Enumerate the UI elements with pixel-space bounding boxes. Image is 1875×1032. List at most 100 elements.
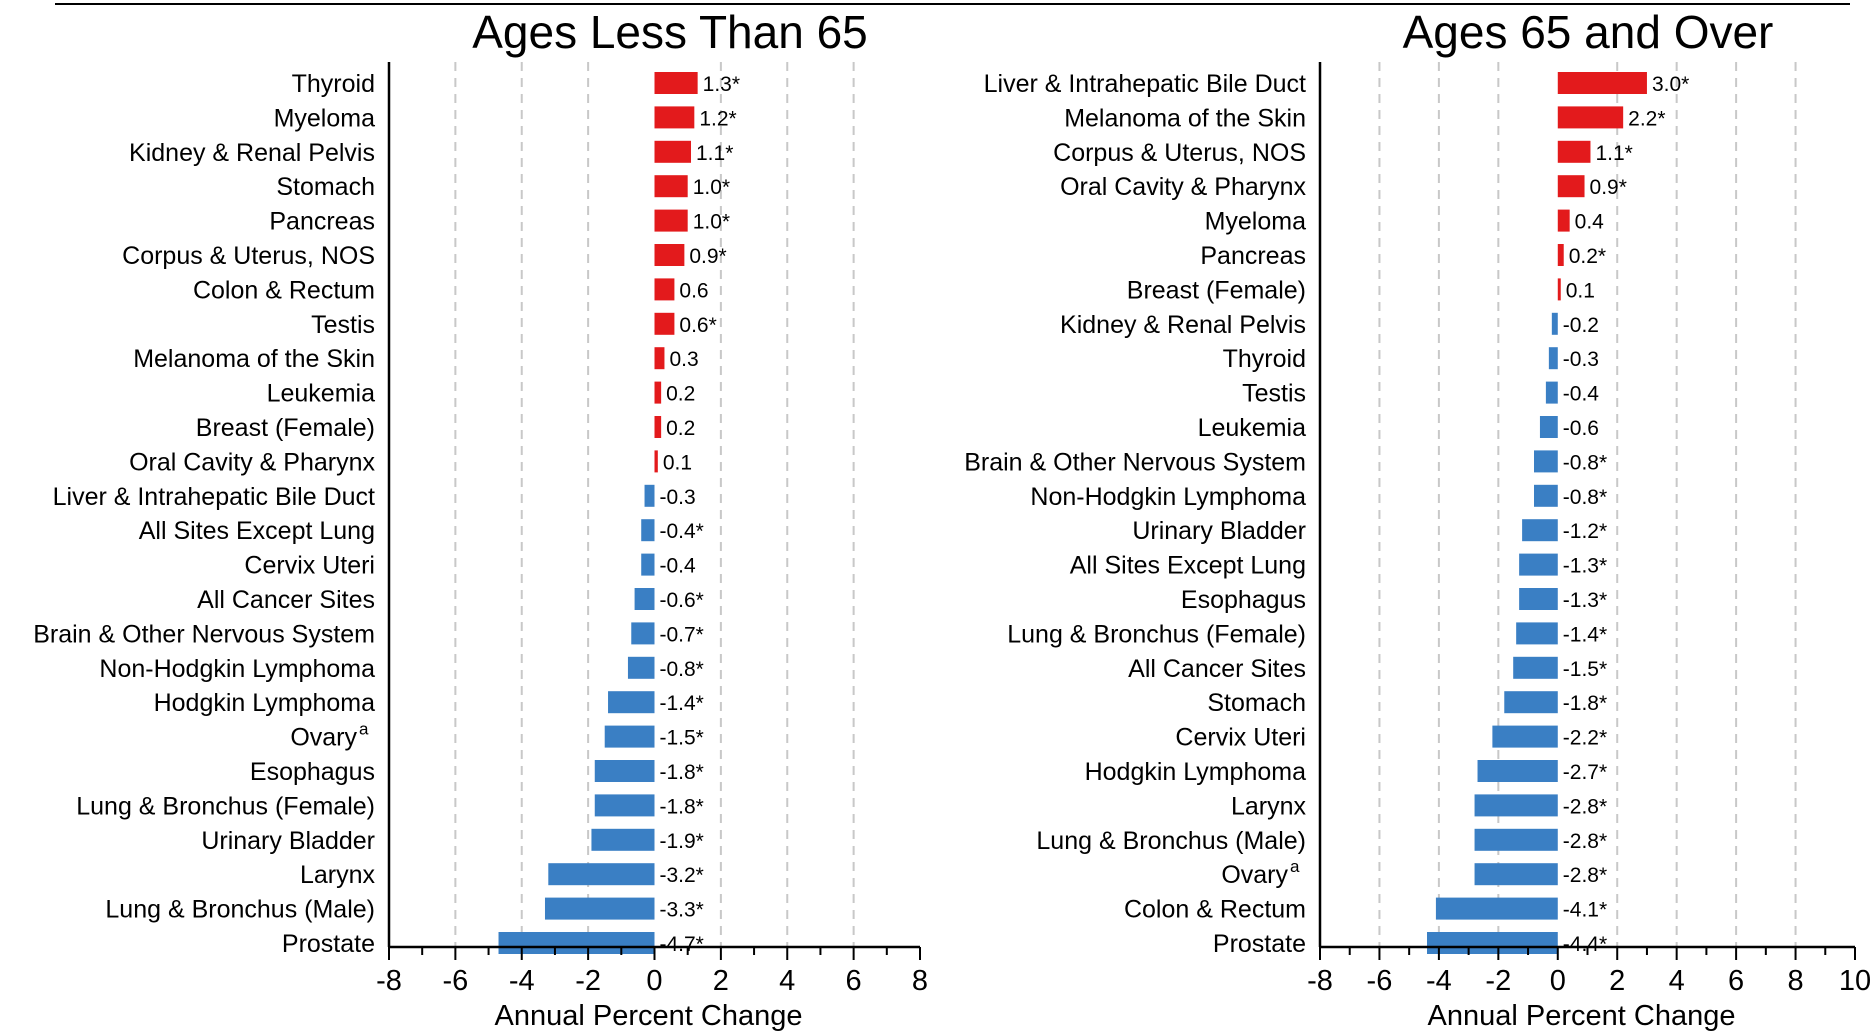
category-text: Liver & Intrahepatic Bile Duct (984, 70, 1306, 98)
category-text: Leukemia (267, 380, 375, 408)
bar (1534, 484, 1558, 507)
value-label: -4.4* (1563, 933, 1607, 956)
bar (641, 519, 655, 542)
category-text: Stomach (276, 173, 375, 201)
category-text: Corpus & Uterus, NOS (1053, 139, 1306, 167)
category-label: Larynx (300, 861, 376, 889)
bar (654, 72, 698, 94)
category-label: Testis (1242, 380, 1306, 408)
footnote-marker: a (1290, 857, 1300, 876)
bar (654, 175, 688, 198)
category-label: Stomach (1207, 689, 1306, 717)
bar (591, 828, 655, 851)
category-text: Thyroid (292, 70, 375, 98)
bar (1519, 588, 1558, 610)
bar (654, 312, 675, 335)
bar (1539, 416, 1558, 438)
category-label: All Sites Except Lung (1070, 552, 1306, 580)
value-label: 1.1* (1595, 142, 1632, 165)
category-text: All Sites Except Lung (139, 517, 375, 545)
category-label: Hodgkin Lymphoma (1085, 758, 1307, 786)
value-label: 1.0* (693, 176, 730, 199)
category-label: Breast (Female) (196, 414, 375, 442)
category-text: Ovary (1221, 861, 1288, 889)
category-text: Breast (Female) (1127, 276, 1306, 304)
category-text: Urinary Bladder (201, 827, 375, 855)
value-label: -0.7* (660, 623, 704, 646)
value-label: 1.0* (693, 211, 730, 234)
value-label: -3.3* (660, 899, 704, 922)
category-label: Myeloma (274, 104, 376, 132)
category-text: Thyroid (1223, 345, 1306, 373)
category-label: Corpus & Uterus, NOS (122, 242, 375, 270)
bar (631, 622, 655, 645)
value-label: -2.2* (1563, 727, 1607, 750)
category-text: Hodgkin Lymphoma (1085, 758, 1307, 786)
category-label: Cervix Uteri (244, 552, 375, 580)
category-text: Oral Cavity & Pharynx (1060, 173, 1306, 201)
x-tick-label: 0 (646, 965, 662, 997)
category-text: Corpus & Uterus, NOS (122, 242, 375, 270)
value-label: -0.3 (660, 486, 696, 509)
value-label: -4.1* (1563, 899, 1607, 922)
category-label: Oral Cavity & Pharynx (129, 448, 375, 476)
bar (544, 897, 655, 920)
bar (654, 416, 662, 438)
bar (604, 725, 655, 748)
category-label: Lung & Bronchus (Female) (1007, 620, 1306, 648)
x-tick-label: -8 (376, 965, 402, 997)
x-axis-title: Annual Percent Change (1428, 1000, 1736, 1032)
category-label: Breast (Female) (1127, 276, 1306, 304)
category-text: Brain & Other Nervous System (964, 448, 1306, 476)
category-label: Kidney & Renal Pelvis (129, 139, 375, 167)
category-label: Melanoma of the Skin (133, 345, 375, 373)
value-label: 0.6 (679, 279, 708, 302)
value-label: 1.1* (696, 142, 733, 165)
x-tick-label: -4 (509, 965, 535, 997)
panel-under-65: Ages Less Than 65 1.3* Thyroid 1.2* Myeloma 1… (33, 6, 928, 1032)
footnote-marker: a (359, 720, 369, 739)
bar (608, 691, 655, 714)
x-tick-label: 0 (1550, 965, 1566, 997)
value-label: -1.8* (660, 761, 704, 784)
bar (634, 588, 655, 610)
value-label: 0.1 (1566, 279, 1595, 302)
value-label: -2.8* (1563, 830, 1607, 853)
category-text: Colon & Rectum (193, 276, 375, 304)
value-label: 0.3 (669, 348, 698, 371)
value-label: 2.2* (1628, 107, 1665, 130)
category-text: Non-Hodgkin Lymphoma (1030, 483, 1306, 511)
category-text: Lung & Bronchus (Female) (76, 792, 375, 820)
category-label: Urinary Bladder (201, 827, 375, 855)
value-label: 0.9* (689, 245, 726, 268)
x-tick-label: 8 (1787, 965, 1803, 997)
category-text: Cervix Uteri (244, 552, 375, 580)
value-label: -1.3* (1563, 555, 1607, 578)
value-label: -0.4 (1563, 383, 1600, 406)
bar (627, 656, 655, 679)
bar (654, 381, 662, 404)
category-label: Brain & Other Nervous System (33, 620, 375, 648)
category-text: Hodgkin Lymphoma (154, 689, 376, 717)
bar (1548, 347, 1558, 370)
bar (1492, 725, 1558, 748)
bar (1557, 209, 1570, 232)
value-label: 0.2 (666, 417, 695, 440)
category-label: Esophagus (250, 758, 375, 786)
category-text: Urinary Bladder (1132, 517, 1306, 545)
category-text: Leukemia (1198, 414, 1306, 442)
category-text: Testis (311, 311, 375, 339)
x-tick-label: 6 (846, 965, 862, 997)
bar (654, 278, 675, 301)
category-text: Kidney & Renal Pelvis (129, 139, 375, 167)
category-label: Corpus & Uterus, NOS (1053, 139, 1306, 167)
category-text: Cervix Uteri (1175, 724, 1306, 752)
category-label: Colon & Rectum (1124, 896, 1306, 924)
x-tick-label: 2 (1609, 965, 1625, 997)
category-label: Leukemia (267, 380, 375, 408)
x-tick-label: -2 (1485, 965, 1511, 997)
bar (641, 553, 655, 576)
category-text: All Cancer Sites (197, 586, 375, 614)
category-label: Kidney & Renal Pelvis (1060, 311, 1306, 339)
value-label: -1.2* (1563, 520, 1607, 543)
